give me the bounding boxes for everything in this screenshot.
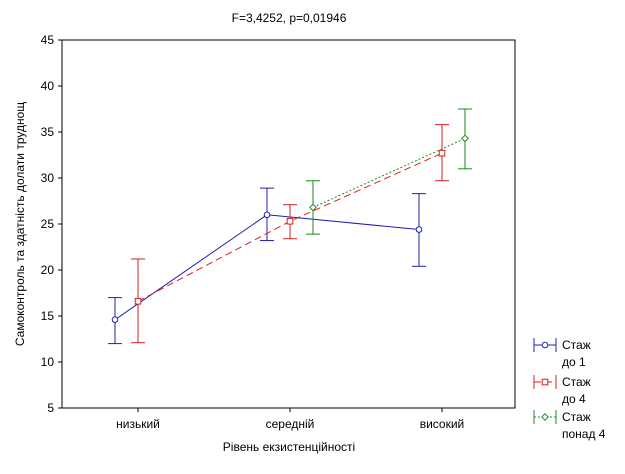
data-point	[415, 226, 423, 233]
series-1	[108, 187, 426, 345]
legend-label-line1: Стаж	[562, 375, 591, 389]
y-tick-label: 25	[41, 217, 55, 231]
series-2	[131, 124, 449, 344]
data-point	[286, 217, 294, 225]
y-tick-label: 30	[41, 171, 55, 185]
legend-label-line2: до 1	[562, 355, 586, 369]
legend-marker	[541, 378, 549, 386]
y-tick-label: 20	[41, 263, 55, 277]
legend-marker	[541, 413, 549, 421]
x-tick-label: середній	[266, 417, 315, 431]
y-tick-label: 45	[41, 33, 55, 47]
y-tick-label: 35	[41, 125, 55, 139]
y-axis-ticks: 5 10 15 20 25 30 35 40 45	[41, 33, 62, 415]
data-point	[461, 134, 469, 143]
legend-entry-3: Стаж понад 4	[533, 410, 606, 441]
legend-label-line1: Стаж	[562, 410, 591, 424]
y-tick-label: 5	[47, 401, 54, 415]
legend-marker	[541, 341, 549, 349]
x-tick-label: високий	[420, 417, 465, 431]
legend-label-line2: до 4	[562, 392, 586, 406]
chart-title: F=3,4252, p=0,01946	[232, 11, 347, 25]
data-point	[309, 203, 317, 212]
data-point	[134, 297, 142, 305]
legend-label-line1: Стаж	[562, 338, 591, 352]
y-tick-label: 15	[41, 309, 55, 323]
legend-label-line2: понад 4	[562, 427, 606, 441]
x-tick-label: низький	[116, 417, 160, 431]
series-layer	[108, 108, 472, 345]
legend-entry-2: Стаж до 4	[533, 375, 591, 406]
data-point	[263, 211, 271, 219]
legend: Стаж до 1 Стаж до 4 Стаж понад 4	[533, 338, 606, 441]
x-axis-ticks: низький середній високий	[116, 408, 464, 431]
legend-entry-1: Стаж до 1	[533, 338, 591, 369]
y-tick-label: 40	[41, 79, 55, 93]
series-3	[306, 108, 472, 235]
x-axis-label: Рівень екзистенційності	[223, 440, 355, 454]
data-point	[438, 149, 446, 157]
y-tick-label: 10	[41, 355, 55, 369]
data-point	[111, 316, 119, 323]
y-axis-label: Самоконтроль та здатність долати труднощ	[13, 102, 27, 346]
